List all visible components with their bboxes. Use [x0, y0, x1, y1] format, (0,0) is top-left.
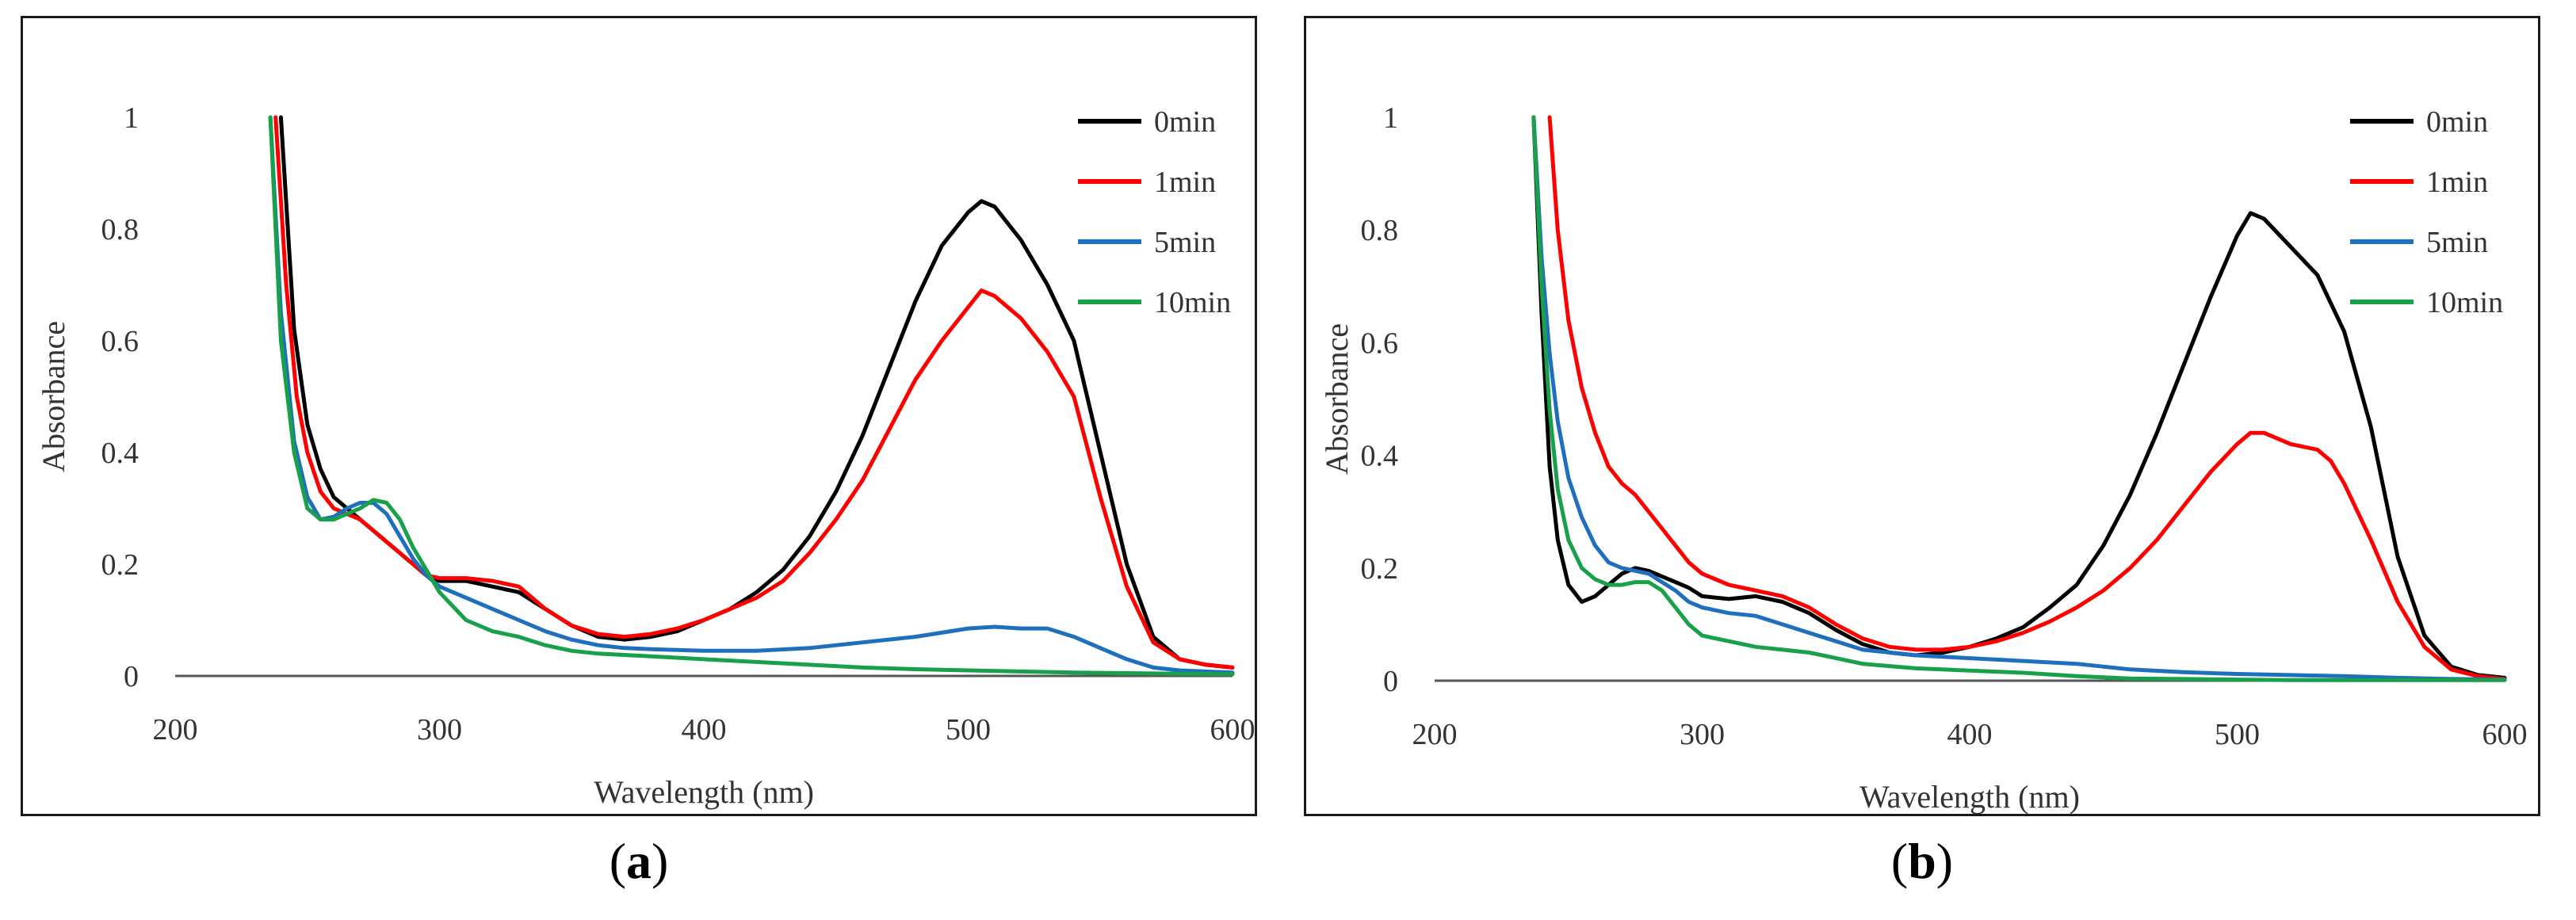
y-tick-label: 0 [124, 660, 139, 693]
series-line-1min [1547, 115, 2507, 681]
legend-label: 1min [2426, 166, 2488, 199]
legend-label: 0min [1154, 105, 1216, 139]
legend-label: 5min [2426, 226, 2488, 259]
x-tick-label: 500 [946, 713, 991, 746]
legend-label: 1min [1154, 166, 1216, 199]
x-tick-label: 400 [1947, 718, 1993, 751]
y-axis-title: Absorbance [36, 321, 71, 472]
caption-open-paren: ( [1890, 833, 1909, 889]
panel-caption-b: (b) [1843, 832, 2001, 891]
series-line-5min [1531, 115, 2507, 682]
chart-b: 200 300 400 500 600 0 0.2 0.4 0.6 0.8 1 Wavelength … [1319, 101, 2528, 814]
series-line-10min [268, 115, 1235, 677]
y-tick-label: 0 [1383, 665, 1398, 698]
legend-label: 5min [1154, 226, 1216, 259]
caption-close-paren: ) [1936, 833, 1954, 889]
x-tick-label: 300 [417, 713, 462, 746]
legend-label: 0min [2426, 105, 2488, 139]
chart-panel-a: 200 300 400 500 600 0 0.2 0.4 0.6 0.8 1 Wavelength … [21, 16, 1257, 816]
caption-open-paren: ( [609, 833, 626, 889]
panel-caption-a: (a) [560, 832, 718, 891]
y-tick-label: 0.8 [1361, 214, 1399, 247]
legend-label: 10min [1154, 286, 1231, 319]
x-axis-title: Wavelength (nm) [594, 774, 814, 810]
x-tick-label: 200 [1412, 718, 1458, 751]
series-line-5min [268, 115, 1235, 675]
x-axis-title: Wavelength (nm) [1859, 779, 2080, 814]
y-tick-label: 0.6 [101, 325, 140, 358]
y-tick-label: 0.6 [1361, 326, 1399, 360]
series-line-1min [273, 115, 1235, 670]
y-tick-label: 0.2 [101, 548, 140, 582]
x-tick-label: 200 [153, 713, 198, 746]
x-tick-label: 500 [2215, 718, 2260, 751]
chart-panel-b: 200 300 400 500 600 0 0.2 0.4 0.6 0.8 1 Wavelength … [1304, 16, 2540, 816]
legend-label: 10min [2426, 286, 2503, 319]
series-line-0min [278, 115, 1235, 670]
x-tick-label: 300 [1680, 718, 1725, 751]
x-tick-label: 600 [1210, 713, 1256, 746]
y-tick-label: 0.4 [101, 437, 140, 470]
y-tick-label: 0.4 [1361, 440, 1399, 473]
caption-label: b [1908, 833, 1936, 889]
caption-label: a [626, 833, 652, 889]
y-axis-title: Absorbance [1319, 323, 1355, 475]
x-tick-label: 600 [2482, 718, 2528, 751]
series-line-10min [1531, 115, 2507, 682]
y-tick-label: 1 [124, 101, 139, 135]
series-line-0min [1531, 115, 2507, 680]
caption-close-paren: ) [652, 833, 669, 889]
y-tick-label: 1 [1383, 101, 1398, 135]
x-tick-label: 400 [682, 713, 727, 746]
y-tick-label: 0.8 [101, 213, 140, 246]
chart-a: 200 300 400 500 600 0 0.2 0.4 0.6 0.8 1 Wavelength … [36, 101, 1256, 810]
y-tick-label: 0.2 [1361, 552, 1399, 586]
